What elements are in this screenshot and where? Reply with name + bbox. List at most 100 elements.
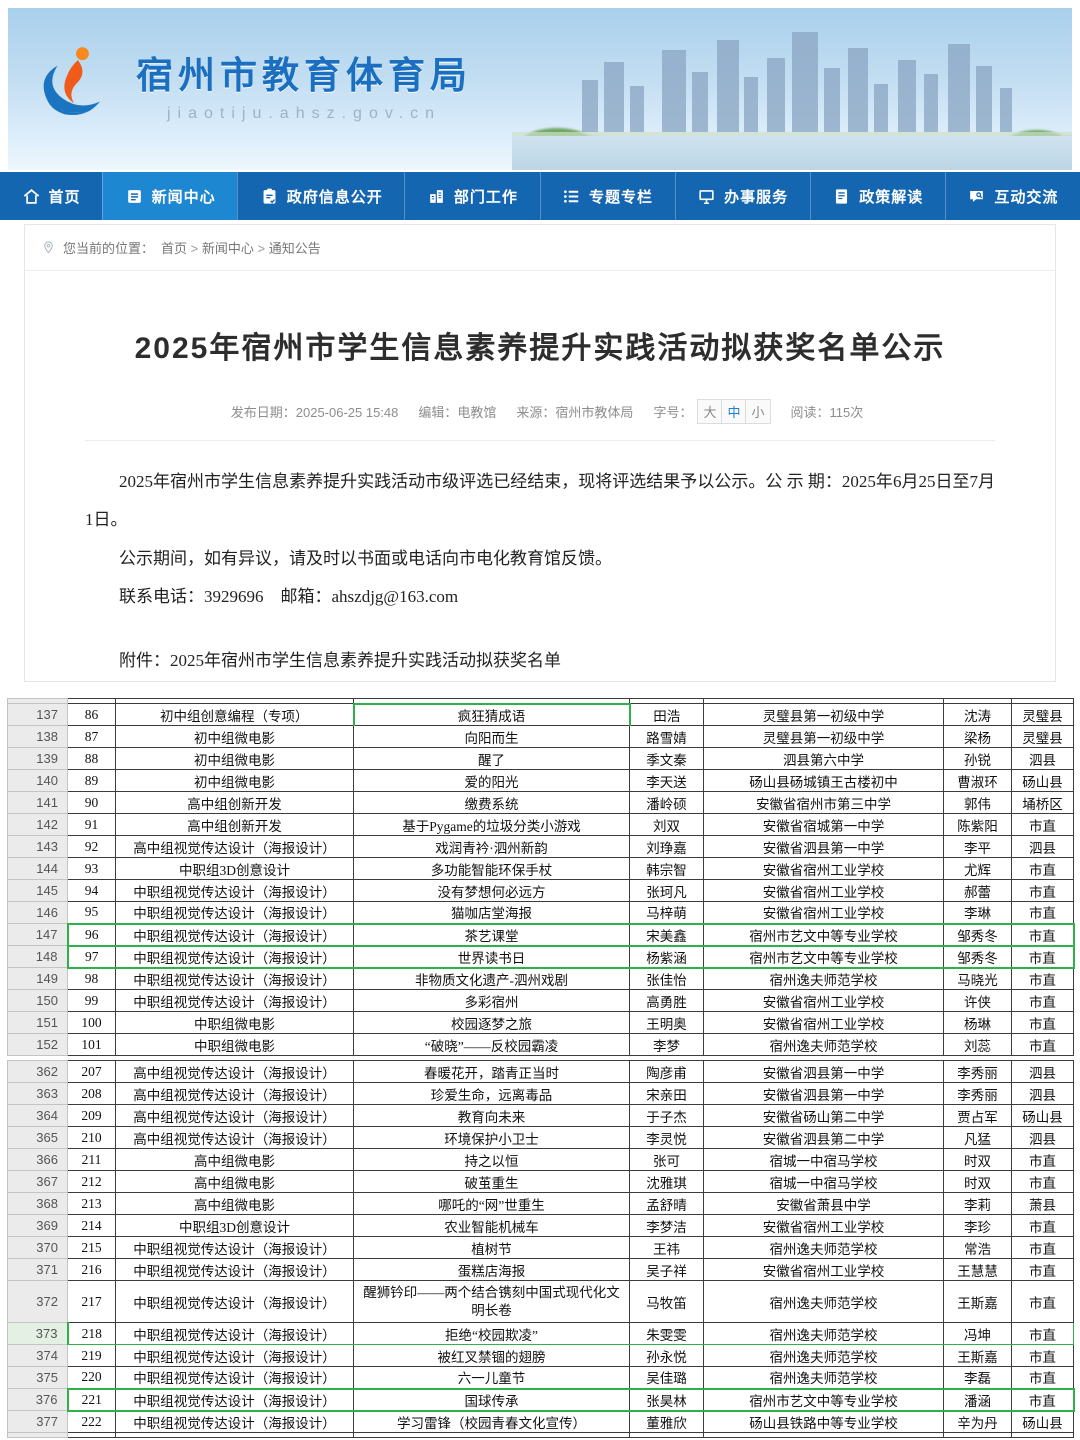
row-header: 365 <box>7 1126 68 1149</box>
table-row-369: 369 214 中职组3D创意设计 农业智能机械车 李梦洁 安徽省宿州工业学校 李珍 市直 <box>7 1214 1074 1237</box>
teacher-cell: 李莉 <box>943 1192 1012 1215</box>
row-header: 142 <box>7 813 68 836</box>
work-title-cell: “破晓”——反校园霸凌 <box>353 1033 630 1056</box>
service-icon <box>697 187 716 206</box>
source: 来源：宿州市教体局 <box>516 405 634 420</box>
school-cell: 安徽省泗县第二中学 <box>703 1126 944 1149</box>
author-cell: 宋美鑫 <box>629 922 704 947</box>
site-url: jiaotiju.ahsz.gov.cn <box>167 105 441 122</box>
article: 2025年宿州市学生信息素养提升实践活动拟获奖名单公示 发布日期：2025-06… <box>25 323 1055 671</box>
serial-cell: 216 <box>67 1258 116 1281</box>
work-title-cell: 哪吒的“网”世重生 <box>353 1192 630 1215</box>
school-cell: 砀山县砀城镇王古楼初中 <box>703 769 944 792</box>
attachment-link[interactable]: 附件：2025年宿州市学生信息素养提升实践活动拟获奖名单 <box>119 651 561 670</box>
breadcrumb-link-2[interactable]: 通知公告 <box>268 241 321 256</box>
category-cell: 高中组微电影 <box>115 1192 354 1215</box>
author-cell: 刘双 <box>629 813 704 836</box>
skyline-building <box>792 32 818 132</box>
category-cell: 初中组创意编程（专项） <box>115 703 354 726</box>
teacher-cell: 陈紫阳 <box>943 813 1012 836</box>
row-header: 370 <box>7 1236 68 1259</box>
table-row-377: 377 222 中职组视觉传达设计（海报设计） 学习雷锋（校园青春文化宣传） 董雅欣 砀山… <box>7 1410 1074 1433</box>
category-cell: 高中组视觉传达设计（海报设计） <box>115 835 354 858</box>
work-title-cell: 环境保护小卫士 <box>353 1126 630 1149</box>
table-row-147: 147 96 中职组视觉传达设计（海报设计） 茶艺课堂 宋美鑫 宿州市艺文中等专业学校 邹秀… <box>7 922 1075 947</box>
nav-item-policy[interactable]: 政策解读 <box>809 172 945 220</box>
row-header: 362 <box>7 1060 68 1083</box>
font-size-button-小[interactable]: 小 <box>745 399 771 424</box>
work-title-cell: 春暖花开，踏青正当时 <box>353 1060 630 1083</box>
author-cell: 张昊林 <box>629 1387 704 1412</box>
teacher-cell: 李琳 <box>943 901 1012 924</box>
row-header: 366 <box>7 1148 68 1171</box>
work-title-cell: 拒绝“校园欺凌” <box>353 1322 630 1345</box>
teacher-cell: 曹淑环 <box>943 769 1012 792</box>
county-cell: 市直 <box>1011 1344 1074 1367</box>
breadcrumb-link-1[interactable]: 新闻中心 <box>201 241 254 256</box>
county-cell: 市直 <box>1011 1033 1074 1056</box>
work-title-cell: 缴费系统 <box>353 791 630 814</box>
empty-cell <box>67 1432 116 1438</box>
font-size-button-中[interactable]: 中 <box>721 399 747 424</box>
category-cell: 中职组视觉传达设计（海报设计） <box>115 1258 354 1281</box>
nav-item-interaction[interactable]: 互动交流 <box>944 172 1080 220</box>
teacher-cell: 李秀丽 <box>943 1082 1012 1105</box>
author-cell: 孙永悦 <box>629 1344 704 1367</box>
school-cell: 安徽省宿州工业学校 <box>703 857 944 880</box>
skyline-building <box>848 48 868 132</box>
author-cell: 吴佳璐 <box>629 1366 704 1389</box>
school-cell: 安徽省宿州工业学校 <box>703 901 944 924</box>
category-cell: 中职组视觉传达设计（海报设计） <box>115 1322 354 1345</box>
news-icon <box>125 187 144 206</box>
work-title-cell: 向阳而生 <box>353 725 630 748</box>
county-cell: 市直 <box>1011 1148 1074 1171</box>
table-row-373: 373 218 中职组视觉传达设计（海报设计） 拒绝“校园欺凌” 朱雯雯 宿州逸夫师范学校… <box>7 1322 1074 1345</box>
serial-cell: 207 <box>67 1060 116 1083</box>
font-size-switcher: 大中小 <box>697 399 771 424</box>
author-cell: 张珂凡 <box>629 879 704 902</box>
county-cell: 泗县 <box>1011 1126 1074 1149</box>
author-cell: 董雅欣 <box>629 1410 704 1433</box>
school-cell: 安徽省宿州工业学校 <box>703 989 944 1012</box>
nav-item-news-center[interactable]: 新闻中心 <box>102 172 238 220</box>
nav-item-services[interactable]: 办事服务 <box>674 172 810 220</box>
teacher-cell: 邹秀冬 <box>943 944 1012 969</box>
table-row-140: 140 89 初中组微电影 爱的阳光 李天送 砀山县砀城镇王古楼初中 曹淑环 砀山县 <box>7 769 1074 792</box>
category-cell: 初中组微电影 <box>115 725 354 748</box>
teacher-cell: 时双 <box>943 1148 1012 1171</box>
nav-item-gov-info[interactable]: 政府信息公开 <box>237 172 404 220</box>
partial-row <box>7 1432 1074 1438</box>
skyline-building <box>767 58 785 132</box>
location-pin-icon <box>44 241 53 254</box>
serial-cell: 100 <box>67 1011 116 1034</box>
nav-item-departments[interactable]: 部门工作 <box>404 172 539 220</box>
author-cell: 李天送 <box>629 769 704 792</box>
article-meta: 发布日期：2025-06-25 15:48 编辑：电教馆 来源：宿州市教体局 字… <box>85 399 995 441</box>
empty-cell <box>703 1432 944 1438</box>
work-title-cell: 破茧重生 <box>353 1170 630 1193</box>
author-cell: 王祎 <box>629 1236 704 1259</box>
work-title-cell: 世界读书日 <box>353 944 630 969</box>
skyline-building <box>924 74 938 132</box>
award-table-segment-1: 137 86 初中组创意编程（专项） 疯狂猜成语 田浩 灵璧县第一初级中学 沈涛 灵璧县 138… <box>7 698 1075 1056</box>
row-header: 372 <box>7 1280 68 1323</box>
breadcrumb-link-0[interactable]: 首页 <box>161 241 188 256</box>
main-navbar: 首页 新闻中心 政府信息公开 部门工作 专题专栏 办事服务 政策解读 互动交流 <box>0 172 1080 220</box>
row-header: 150 <box>7 989 68 1012</box>
school-cell: 宿州市艺文中等专业学校 <box>703 944 944 969</box>
county-cell: 市直 <box>1011 1258 1074 1281</box>
site-logo <box>43 47 102 116</box>
serial-cell: 92 <box>67 835 116 858</box>
category-cell: 高中组视觉传达设计（海报设计） <box>115 1104 354 1127</box>
nav-item-topics[interactable]: 专题专栏 <box>539 172 675 220</box>
teacher-cell: 李珍 <box>943 1214 1012 1237</box>
interact-icon <box>967 187 986 206</box>
page-title: 2025年宿州市学生信息素养提升实践活动拟获奖名单公示 <box>134 332 946 365</box>
table-row-144: 144 93 中职组3D创意设计 多功能智能环保手杖 韩宗智 安徽省宿州工业学校 尤辉 市直 <box>7 857 1074 880</box>
category-cell: 中职组视觉传达设计（海报设计） <box>115 1236 354 1259</box>
category-cell: 高中组视觉传达设计（海报设计） <box>115 1082 354 1105</box>
font-size-button-大[interactable]: 大 <box>697 399 723 424</box>
author-cell: 吴子祥 <box>629 1258 704 1281</box>
teacher-cell: 李秀丽 <box>943 1060 1012 1083</box>
nav-item-home[interactable]: 首页 <box>0 172 102 220</box>
